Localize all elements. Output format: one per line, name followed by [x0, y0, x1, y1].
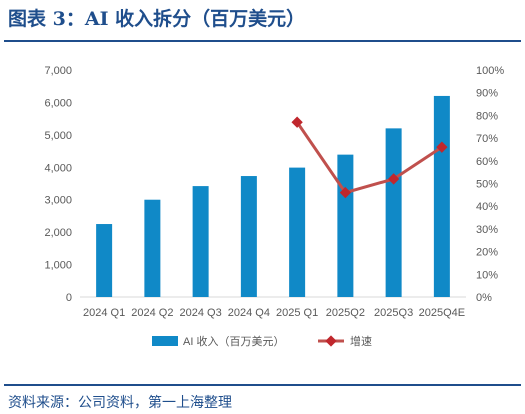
bar-2024-Q2	[144, 199, 161, 297]
y-left-tick-label: 3,000	[44, 195, 72, 207]
growth-point	[339, 186, 352, 199]
legend-marker-line	[325, 335, 337, 347]
bar-2025Q4E	[433, 95, 450, 297]
x-tick-label: 2025Q2	[326, 307, 365, 319]
y-right-tick-label: 40%	[476, 201, 498, 213]
y-right-tick-label: 70%	[476, 133, 498, 145]
y-right-tick-label: 60%	[476, 156, 498, 168]
x-tick-label: 2024 Q1	[83, 307, 125, 319]
legend-label-bar: AI 收入（百万美元）	[183, 334, 284, 348]
source-divider	[4, 384, 521, 386]
source-note: 资料来源：公司资料，第一上海整理	[8, 395, 232, 411]
legend-label-line: 增速	[350, 334, 372, 348]
y-right-tick-label: 80%	[476, 110, 498, 122]
growth-point	[436, 141, 448, 153]
chart-area: 0 1,000 2,000 3,000 4,000 5,000 6,000 7,000 0% 10…	[44, 65, 504, 348]
y-left-tick-label: 0	[66, 292, 72, 304]
y-left-tick-label: 5,000	[44, 130, 72, 142]
y-right-tick-label: 90%	[476, 88, 498, 100]
y-right-tick-label: 10%	[476, 269, 498, 281]
growth-line	[295, 121, 443, 195]
x-tick-label: 2025Q3	[374, 307, 413, 319]
y-right-tick-label: 100%	[476, 65, 504, 77]
y-left-tick-label: 4,000	[44, 162, 72, 174]
x-tick-label: 2025Q4E	[419, 307, 465, 319]
title-divider	[4, 40, 521, 42]
y-right-tick-label: 0%	[476, 292, 492, 304]
y-left-tick-label: 1,000	[44, 260, 72, 272]
bar-2024-Q4	[240, 176, 257, 297]
bar-2025Q2	[337, 154, 354, 297]
y-left-tick-label: 6,000	[44, 97, 72, 109]
x-tick-label: 2025 Q1	[276, 307, 318, 319]
chart-title: 图表 3：AI 收入拆分（百万美元）	[8, 8, 306, 30]
bar-2025Q3	[385, 128, 402, 297]
legend-swatch-bar	[152, 336, 178, 346]
x-tick-label: 2024 Q3	[180, 307, 222, 319]
y-left-tick-label: 7,000	[44, 65, 72, 77]
bar-2024-Q1	[96, 224, 113, 297]
x-tick-label: 2024 Q2	[131, 307, 173, 319]
bar-2025-Q1	[289, 167, 306, 297]
y-right-tick-label: 20%	[476, 247, 498, 259]
y-left-tick-label: 2,000	[44, 227, 72, 239]
bar-2024-Q3	[192, 186, 209, 297]
x-tick-label: 2024 Q4	[228, 307, 270, 319]
y-right-tick-label: 50%	[476, 179, 498, 191]
y-right-tick-label: 30%	[476, 224, 498, 236]
